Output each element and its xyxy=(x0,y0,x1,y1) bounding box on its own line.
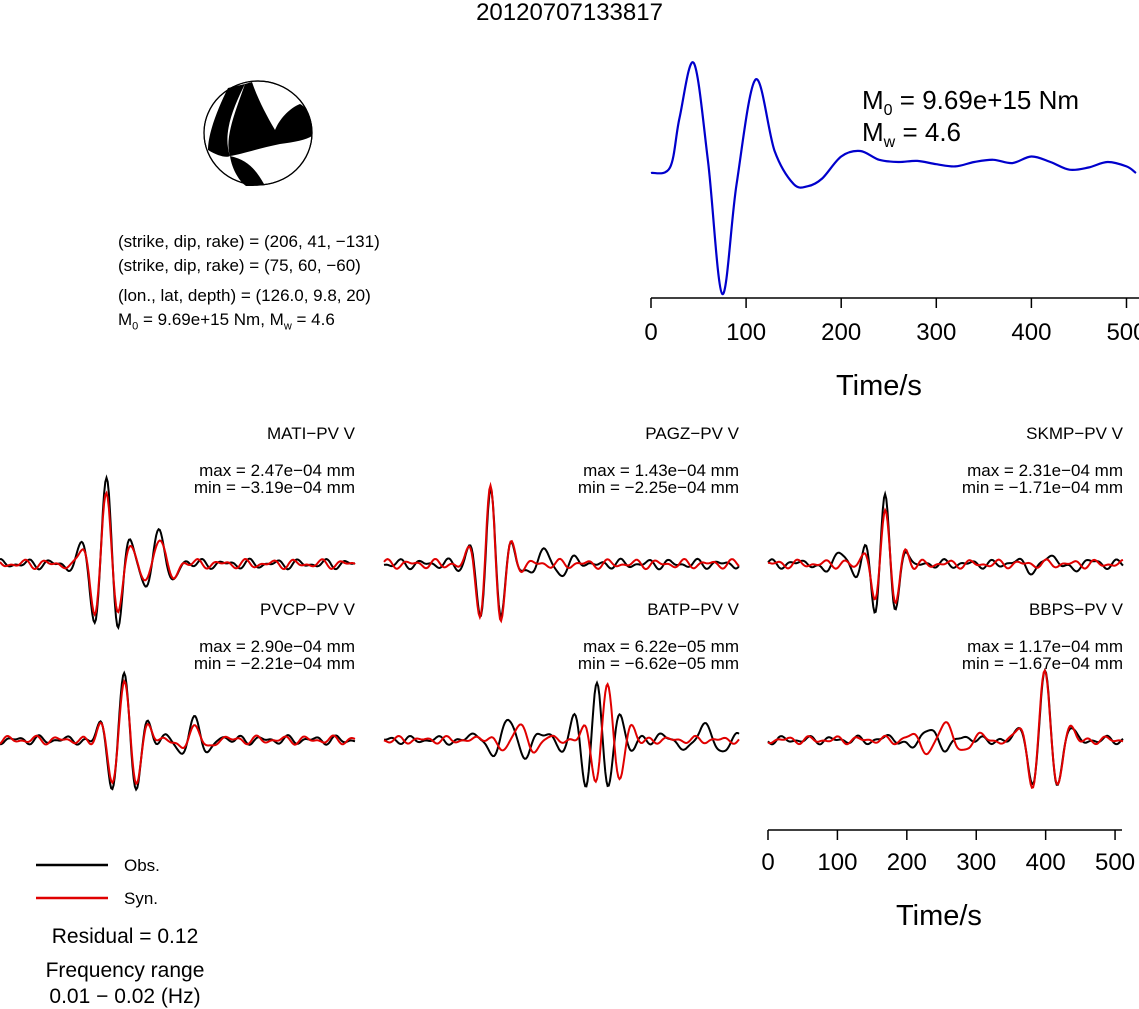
station-name-6: BBPS−PV V xyxy=(1028,600,1123,619)
obs-trace-5 xyxy=(383,680,740,788)
obs-trace-4 xyxy=(0,670,356,792)
syn-trace-2 xyxy=(383,481,740,624)
stf-m0-label: M0 = 9.69e+15 Nm xyxy=(862,86,1079,125)
station-min-5: min = −6.62e−05 mm xyxy=(577,654,739,673)
station-name-4: PVCP−PV V xyxy=(260,600,355,619)
moment-text: M0 = 9.69e+15 Nm, Mw = 4.6 xyxy=(118,310,335,336)
waveform-plots xyxy=(0,474,1124,840)
station-max-6: max = 1.17e−04 mm xyxy=(967,637,1123,656)
waveform-xtick-label-1: 100 xyxy=(817,849,858,876)
plane1-text: (strike, dip, rake) = (206, 41, −131) xyxy=(118,232,380,251)
waveform-xaxis-label: Time/s xyxy=(896,900,982,932)
stf-xtick-label-4: 400 xyxy=(1011,319,1052,346)
location-text: (lon., lat, depth) = (126.0, 9.8, 20) xyxy=(118,286,371,305)
waveform-xtick-label-4: 400 xyxy=(1025,849,1066,876)
syn-trace-5 xyxy=(383,681,740,784)
source-time-function-plot xyxy=(650,61,1139,308)
stf-xaxis-label: Time/s xyxy=(836,370,922,402)
syn-trace-6 xyxy=(767,668,1124,789)
waveform-xtick-label-2: 200 xyxy=(886,849,927,876)
stf-m0-value: = 9.69e+15 Nm xyxy=(892,85,1080,115)
station-min-4: min = −2.21e−04 mm xyxy=(193,654,355,673)
waveform-xtick-label-5: 500 xyxy=(1095,849,1136,876)
chart-title: 20120707133817 xyxy=(476,0,663,26)
stf-curve xyxy=(650,61,1137,296)
moment-mid: = 9.69e+15 Nm, M xyxy=(138,310,284,329)
obs-trace-1 xyxy=(0,474,356,631)
stf-xtick-label-3: 300 xyxy=(916,319,957,346)
stf-xtick-label-0: 0 xyxy=(644,319,658,346)
station-max-3: max = 2.31e−04 mm xyxy=(967,461,1123,480)
station-max-4: max = 2.90e−04 mm xyxy=(199,637,355,656)
frequency-title: Frequency range xyxy=(45,959,205,982)
station-name-5: BATP−PV V xyxy=(647,600,739,619)
stf-xtick-label-2: 200 xyxy=(821,319,862,346)
moment-subw: w xyxy=(283,320,292,333)
stf-xtick-label-1: 100 xyxy=(726,319,767,346)
station-name-3: SKMP−PV V xyxy=(1026,424,1123,443)
station-min-3: min = −1.71e−04 mm xyxy=(961,478,1123,497)
legend-lines xyxy=(36,863,108,900)
moment-end: = 4.6 xyxy=(291,310,335,329)
stf-mw-label: Mw = 4.6 xyxy=(862,118,961,157)
legend-syn-label: Syn. xyxy=(124,889,159,908)
syn-trace-3 xyxy=(767,507,1124,605)
legend-obs-label: Obs. xyxy=(124,856,160,875)
station-max-2: max = 1.43e−04 mm xyxy=(583,461,739,480)
station-max-1: max = 2.47e−04 mm xyxy=(199,461,355,480)
station-min-6: min = −1.67e−04 mm xyxy=(961,654,1123,673)
syn-trace-4 xyxy=(0,678,356,786)
frequency-value: 0.01 − 0.02 (Hz) xyxy=(49,985,201,1008)
stf-mw-value: = 4.6 xyxy=(895,117,962,147)
station-name-1: MATI−PV V xyxy=(266,424,355,443)
waveform-xtick-label-3: 300 xyxy=(956,849,997,876)
moment-sub0: 0 xyxy=(132,320,139,333)
station-min-2: min = −2.25e−04 mm xyxy=(577,478,739,497)
station-min-1: min = −3.19e−04 mm xyxy=(193,478,355,497)
stf-mw-sub: w xyxy=(883,134,896,152)
obs-trace-3 xyxy=(767,490,1124,614)
stf-m0-sub: 0 xyxy=(883,102,893,120)
station-name-2: PAGZ−PV V xyxy=(645,424,739,443)
stf-mw-prefix: M xyxy=(862,117,884,147)
syn-trace-1 xyxy=(0,490,356,617)
stf-m0-prefix: M xyxy=(862,85,884,115)
waveform-xtick-label-0: 0 xyxy=(761,849,775,876)
obs-trace-2 xyxy=(383,485,740,620)
residual-text: Residual = 0.12 xyxy=(51,925,199,948)
focal-mechanism-beachball xyxy=(203,80,313,186)
stf-xtick-label-5: 500 xyxy=(1106,319,1139,346)
plane2-text: (strike, dip, rake) = (75, 60, −60) xyxy=(118,256,361,275)
station-max-5: max = 6.22e−05 mm xyxy=(583,637,739,656)
moment-m: M xyxy=(118,310,133,329)
